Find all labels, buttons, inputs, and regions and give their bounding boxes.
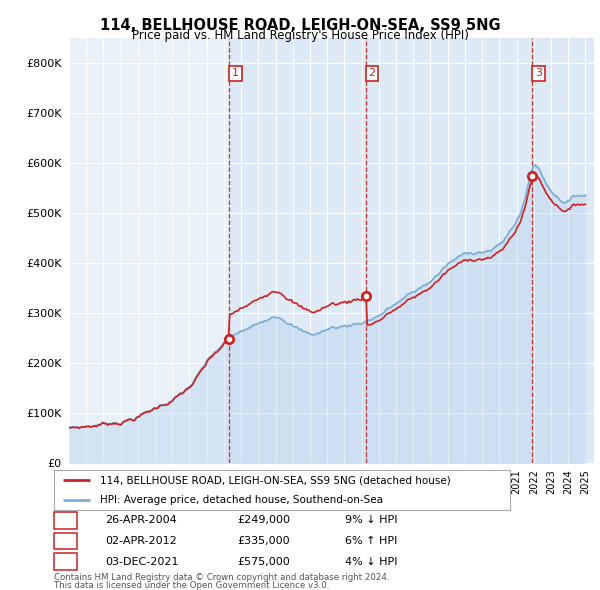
Text: £249,000: £249,000 [237, 516, 290, 525]
Text: 114, BELLHOUSE ROAD, LEIGH-ON-SEA, SS9 5NG (detached house): 114, BELLHOUSE ROAD, LEIGH-ON-SEA, SS9 5… [100, 476, 451, 485]
Text: 1: 1 [62, 516, 69, 525]
Text: £575,000: £575,000 [237, 557, 290, 566]
Text: £335,000: £335,000 [237, 536, 290, 546]
Text: Price paid vs. HM Land Registry's House Price Index (HPI): Price paid vs. HM Land Registry's House … [131, 30, 469, 42]
Text: 6% ↑ HPI: 6% ↑ HPI [345, 536, 397, 546]
Text: 1: 1 [232, 68, 239, 78]
Bar [532, 38, 594, 463]
Text: 2: 2 [62, 536, 69, 546]
Text: This data is licensed under the Open Government Licence v3.0.: This data is licensed under the Open Gov… [54, 581, 329, 590]
Text: 3: 3 [535, 68, 542, 78]
Text: 3: 3 [62, 557, 69, 566]
Text: 03-DEC-2021: 03-DEC-2021 [105, 557, 179, 566]
Text: 2: 2 [368, 68, 376, 78]
Text: Contains HM Land Registry data © Crown copyright and database right 2024.: Contains HM Land Registry data © Crown c… [54, 572, 389, 582]
Bar [366, 38, 532, 463]
Text: 4% ↓ HPI: 4% ↓ HPI [345, 557, 398, 566]
Text: HPI: Average price, detached house, Southend-on-Sea: HPI: Average price, detached house, Sout… [100, 496, 383, 505]
Text: 02-APR-2012: 02-APR-2012 [105, 536, 177, 546]
Text: 26-APR-2004: 26-APR-2004 [105, 516, 177, 525]
Text: 114, BELLHOUSE ROAD, LEIGH-ON-SEA, SS9 5NG: 114, BELLHOUSE ROAD, LEIGH-ON-SEA, SS9 5… [100, 18, 500, 32]
Text: 9% ↓ HPI: 9% ↓ HPI [345, 516, 398, 525]
Bar [229, 38, 366, 463]
